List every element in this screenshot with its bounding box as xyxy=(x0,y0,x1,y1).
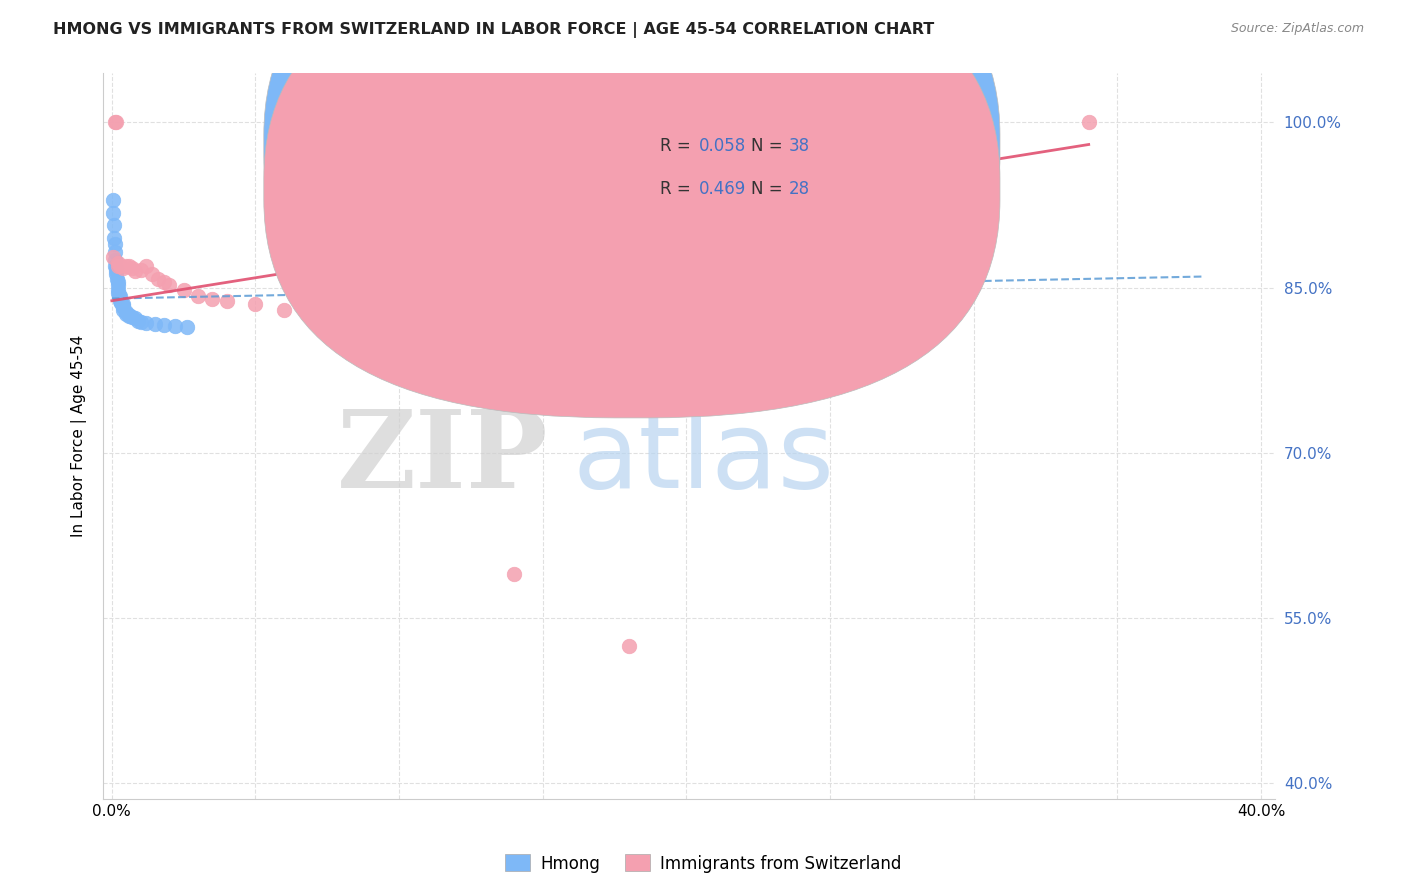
Point xyxy=(143,317,166,331)
FancyBboxPatch shape xyxy=(264,0,1000,375)
Point xyxy=(108,288,131,302)
Point xyxy=(152,275,174,289)
Text: N =: N = xyxy=(751,136,789,154)
Point xyxy=(152,318,174,332)
Point xyxy=(107,256,129,270)
Point xyxy=(107,278,129,293)
Text: 38: 38 xyxy=(789,136,810,154)
Point xyxy=(107,259,129,273)
Point xyxy=(110,296,132,310)
Point xyxy=(103,250,125,264)
Text: N =: N = xyxy=(751,180,789,198)
Point xyxy=(157,278,180,293)
Point xyxy=(617,639,640,653)
Point xyxy=(110,293,132,308)
Y-axis label: In Labor Force | Age 45-54: In Labor Force | Age 45-54 xyxy=(72,334,87,537)
Point xyxy=(103,205,125,219)
Point xyxy=(215,293,238,308)
Point xyxy=(118,309,141,323)
Point xyxy=(110,289,132,303)
Point xyxy=(316,308,339,322)
Point xyxy=(107,283,129,297)
Point xyxy=(135,259,157,273)
Point xyxy=(112,260,135,275)
Point xyxy=(112,299,135,313)
Point xyxy=(104,253,127,268)
Text: R =: R = xyxy=(659,180,696,198)
Point xyxy=(115,307,138,321)
Text: 0.469: 0.469 xyxy=(699,180,747,198)
Point xyxy=(103,218,125,232)
Text: R =: R = xyxy=(659,136,696,154)
Point xyxy=(503,566,526,581)
Point xyxy=(107,275,129,289)
Text: 0.058: 0.058 xyxy=(699,136,747,154)
Point xyxy=(141,268,163,282)
Point xyxy=(104,245,127,260)
Text: atlas: atlas xyxy=(572,405,834,511)
Point xyxy=(1077,115,1099,129)
Point xyxy=(103,231,125,245)
Point xyxy=(103,193,125,207)
Point xyxy=(105,268,128,282)
Point xyxy=(105,115,128,129)
Point xyxy=(273,302,295,317)
Point xyxy=(124,311,146,326)
Point xyxy=(129,315,152,329)
Point xyxy=(121,260,143,275)
Point xyxy=(124,264,146,278)
Point xyxy=(104,115,127,129)
Point xyxy=(112,301,135,315)
Point xyxy=(115,259,138,273)
Text: 28: 28 xyxy=(789,180,810,198)
Point xyxy=(105,264,128,278)
Point xyxy=(416,313,439,327)
Point xyxy=(112,297,135,311)
Point xyxy=(146,271,169,285)
Point xyxy=(118,308,141,322)
FancyBboxPatch shape xyxy=(592,124,914,229)
Text: ZIP: ZIP xyxy=(337,405,548,511)
Point xyxy=(173,283,195,297)
Point xyxy=(110,292,132,306)
Point xyxy=(163,319,186,334)
Point xyxy=(105,271,128,285)
Point xyxy=(135,316,157,330)
Point xyxy=(112,302,135,317)
Point xyxy=(201,292,224,306)
Point xyxy=(127,313,149,327)
Point xyxy=(187,289,209,303)
Point xyxy=(107,286,129,301)
Point xyxy=(104,259,127,273)
Point xyxy=(118,259,141,273)
Point xyxy=(121,310,143,325)
Text: Source: ZipAtlas.com: Source: ZipAtlas.com xyxy=(1230,22,1364,36)
Text: HMONG VS IMMIGRANTS FROM SWITZERLAND IN LABOR FORCE | AGE 45-54 CORRELATION CHAR: HMONG VS IMMIGRANTS FROM SWITZERLAND IN … xyxy=(53,22,935,38)
Legend: Hmong, Immigrants from Switzerland: Hmong, Immigrants from Switzerland xyxy=(498,847,908,880)
Point xyxy=(115,304,138,318)
Point xyxy=(129,263,152,277)
Point xyxy=(110,259,132,273)
Point xyxy=(104,260,127,275)
FancyBboxPatch shape xyxy=(264,0,1000,418)
Point xyxy=(176,320,198,334)
Point xyxy=(104,236,127,251)
Point xyxy=(245,297,267,311)
